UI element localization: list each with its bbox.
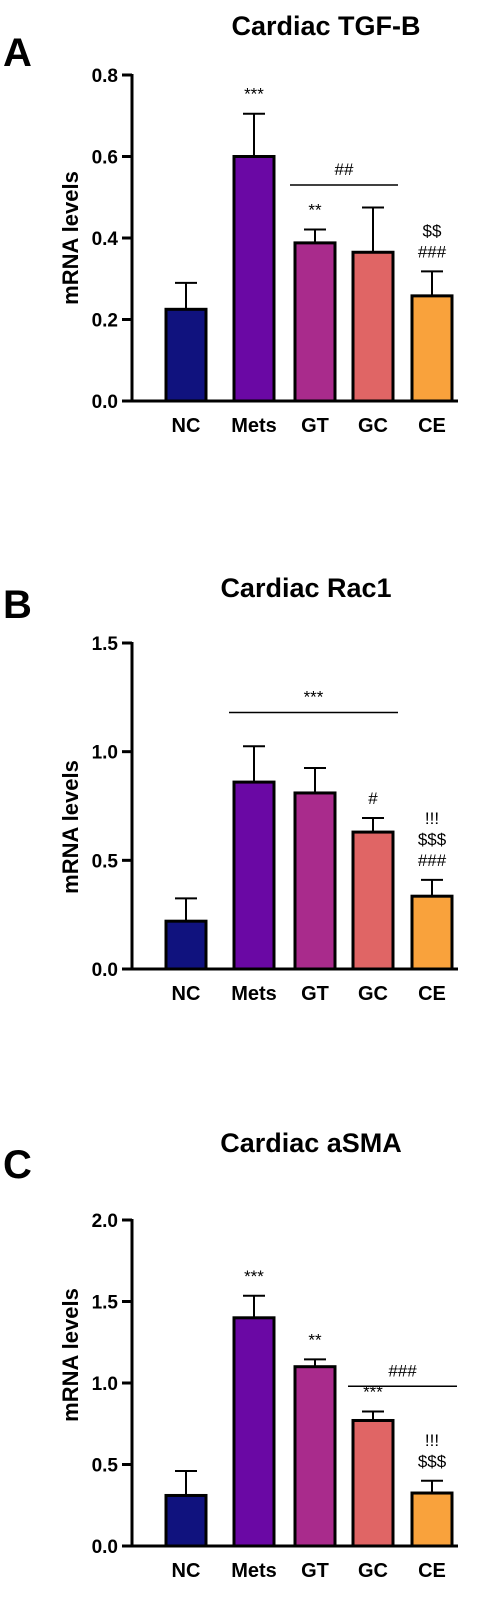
chart-marks-b: 0.0 0.5 1.0 1.5 NC Mets GT GC CE #!!! $$$ ### ***: [92, 634, 458, 1005]
chart-title-c: Cardiac aSMA: [220, 1128, 402, 1158]
significance-label-b: $$$: [418, 830, 447, 849]
panel-a: A Cardiac TGF-B mRNA levels 0.0 0.2 0.4 0.6…: [3, 11, 458, 437]
x-tick-label-a: CE: [418, 415, 446, 437]
x-tick-label-c: GC: [358, 1560, 388, 1582]
x-tick-label-b: CE: [418, 983, 446, 1005]
bracket-label-b: ***: [304, 688, 324, 707]
x-tick-label-c: GT: [301, 1560, 329, 1582]
y-tick-label-b: 1.0: [92, 743, 118, 764]
bar-nc-a: [164, 307, 208, 403]
y-tick-label-c: 1.0: [92, 1374, 118, 1395]
significance-label-a: $$: [423, 221, 442, 240]
bar-nc-b: [164, 919, 208, 971]
bar-nc-c: [164, 1493, 208, 1548]
x-tick-label-a: NC: [172, 415, 201, 437]
significance-label-c: !!!: [425, 1431, 439, 1450]
chart-marks-c: 0.00.51.01.52.0NC Mets GT GC CE********!!!$$…: [92, 1211, 458, 1582]
y-tick-label-a: 0.4: [92, 229, 119, 250]
bar-gc-c: [351, 1418, 395, 1548]
panel-letter-c: C: [3, 1143, 32, 1187]
significance-label-b: #: [368, 789, 378, 808]
panel-c: C Cardiac aSMA mRNA levels 0.0 0.5 1.0 1.5 2…: [3, 1128, 458, 1582]
y-tick-label-a: 0.2: [92, 311, 118, 332]
y-tick-label-c: 1.5: [92, 1293, 119, 1314]
bar-mets-c: [232, 1316, 276, 1548]
panel-letter-b: B: [3, 583, 32, 627]
chart-title-b: Cardiac Rac1: [220, 573, 391, 603]
x-tick-label-b: GC: [358, 983, 388, 1005]
bar-ce-b: [410, 894, 454, 971]
bar-ce-c: [410, 1491, 454, 1548]
significance-label-c: ***: [363, 1383, 383, 1402]
y-axis-label-a: mRNA levels: [58, 171, 83, 305]
bracket-label-c: ###: [388, 1361, 417, 1380]
x-tick-label-a: GT: [301, 415, 329, 437]
bar-ce-a: [410, 294, 454, 403]
x-tick-label-c: NC: [172, 1560, 201, 1582]
bracket-label-a: ##: [335, 160, 354, 179]
y-tick-label-c: 0.5: [92, 1456, 119, 1477]
x-tick-label-c: CE: [418, 1560, 446, 1582]
x-tick-label-a: GC: [358, 415, 388, 437]
y-tick-label-c: 2.0: [92, 1211, 118, 1232]
y-axis-label-c: mRNA levels: [58, 1288, 83, 1422]
bar-gc-a: [351, 250, 395, 403]
y-axis-label-b: mRNA levels: [58, 760, 83, 894]
significance-label-a: ###: [418, 242, 447, 261]
x-tick-label-b: GT: [301, 983, 329, 1005]
x-tick-label-b: Mets: [231, 983, 277, 1005]
y-tick-label-a: 0.0: [92, 392, 118, 413]
significance-label-b: !!!: [425, 809, 439, 828]
y-tick-label-a: 0.8: [92, 66, 118, 87]
chart-title-a: Cardiac TGF-B: [231, 11, 420, 41]
panel-b: B Cardiac Rac1 mRNA levels 0.0 0.5 1.0 1.5 N…: [3, 573, 458, 1005]
significance-label-c: ***: [244, 1267, 264, 1286]
y-tick-label-b: 0.5: [92, 851, 119, 872]
bar-gc-b: [351, 830, 395, 971]
x-tick-label-c: Mets: [231, 1560, 277, 1582]
significance-label-c: **: [308, 1330, 322, 1349]
x-tick-label-a: Mets: [231, 415, 277, 437]
y-tick-label-b: 0.0: [92, 960, 118, 981]
significance-label-c: $$$: [418, 1452, 447, 1471]
bar-gt-b: [293, 791, 337, 971]
significance-label-a: ***: [244, 85, 264, 104]
y-tick-label-b: 1.5: [92, 634, 119, 655]
bar-mets-a: [232, 155, 276, 403]
bar-gt-c: [293, 1365, 337, 1548]
significance-label-a: **: [308, 200, 322, 219]
bar-mets-b: [232, 780, 276, 971]
significance-label-b: ###: [418, 851, 447, 870]
bar-gt-a: [293, 241, 337, 403]
y-tick-label-c: 0.0: [92, 1537, 118, 1558]
chart-marks-a: 0.00.20.40.60.8NC Mets GT GC CE*****$$#####: [92, 66, 458, 437]
x-tick-label-b: NC: [172, 983, 201, 1005]
y-tick-label-a: 0.6: [92, 148, 118, 169]
panel-letter-a: A: [3, 31, 32, 75]
